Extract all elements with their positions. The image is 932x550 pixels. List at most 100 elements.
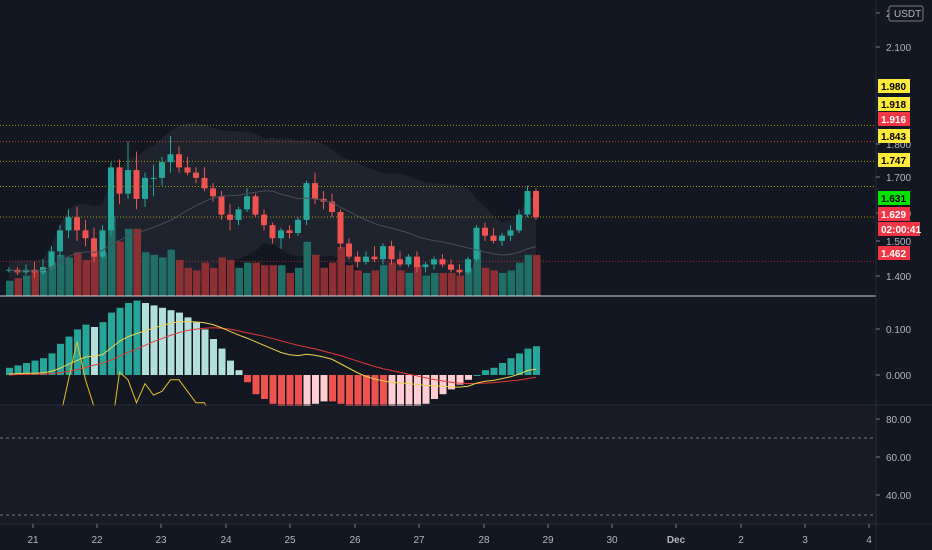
candle-body: [201, 177, 208, 189]
time-tick-label: 26: [349, 535, 361, 546]
price-level-label-bg: [878, 191, 910, 205]
macd-histogram-bar: [465, 375, 472, 380]
macd-histogram-bar: [23, 363, 30, 375]
candle-body: [380, 246, 386, 260]
volume-bar: [286, 273, 294, 296]
time-tick-label: 24: [220, 535, 232, 546]
volume-bar: [524, 254, 532, 296]
volume-bar: [91, 252, 99, 296]
candle-body: [65, 217, 72, 231]
candle-body: [150, 177, 157, 179]
currency-badge: [888, 5, 924, 22]
candle-body: [371, 256, 378, 260]
volume-bar: [184, 267, 192, 296]
volume-bar: [448, 273, 456, 296]
price-level-label: 1.631: [881, 194, 906, 205]
volume-bar: [108, 216, 116, 296]
volume-bar: [23, 275, 31, 296]
macd-histogram-bar: [490, 367, 498, 375]
macd-histogram-bar: [176, 312, 183, 375]
volume-bar: [465, 267, 473, 296]
price-level-label-bg: [878, 222, 920, 236]
candle-body: [278, 230, 284, 239]
volume-bar: [405, 273, 413, 296]
price-tick-label: 1.400: [886, 272, 911, 283]
volume-bar: [125, 228, 133, 296]
macd-histogram-bar: [439, 375, 447, 395]
macd-histogram-bar: [295, 375, 302, 409]
macd-histogram-bar: [516, 353, 523, 375]
volume-bar: [176, 260, 184, 296]
candle-body: [507, 230, 514, 236]
candle-body: [533, 191, 539, 218]
price-level-label-bg: [878, 153, 910, 167]
macd-histogram-bar: [431, 375, 438, 399]
volume-bars: [6, 216, 541, 296]
candle-body: [312, 183, 318, 199]
volume-bar: [57, 254, 65, 296]
macd-histogram-bar: [252, 375, 260, 395]
price-level-label-bg: [878, 246, 910, 260]
time-tick-label: 3: [802, 535, 808, 546]
volume-bar: [261, 265, 269, 296]
price-level-label-bg: [878, 207, 910, 221]
volume-bar: [414, 265, 422, 296]
candle-body: [439, 259, 446, 265]
volume-bar: [65, 257, 73, 296]
candle-body: [184, 167, 191, 173]
volume-bar: [320, 267, 328, 296]
candle-body: [269, 225, 276, 239]
candle-body: [414, 256, 420, 268]
price-tick-label: 2.100: [886, 43, 911, 54]
macd-histogram-bar: [48, 353, 56, 375]
volume-bar: [48, 262, 56, 296]
price-tick-label: 1.700: [886, 173, 911, 184]
time-tick-label: 21: [27, 535, 39, 546]
macd-histogram-bar: [227, 360, 234, 375]
volume-bar: [354, 270, 362, 296]
macd-histogram-bar: [108, 312, 115, 375]
macd-histogram-bar: [278, 375, 285, 407]
candle-body: [405, 256, 412, 265]
macd-histogram-bar: [473, 375, 481, 376]
volume-bar: [473, 249, 481, 296]
candle-body: [303, 183, 310, 220]
price-level-label-bg: [878, 79, 910, 93]
candle-body: [99, 230, 106, 257]
rsi-tick-label: 80.00: [886, 415, 911, 426]
volume-bar: [82, 260, 90, 296]
time-tick-label: 4: [866, 535, 872, 546]
time-tick-label: 23: [155, 535, 167, 546]
candle-body: [363, 256, 369, 262]
macd-histogram-bar: [422, 375, 430, 404]
candle-body: [227, 214, 233, 220]
time-tick-label: 30: [606, 535, 618, 546]
macd-histogram-bar: [142, 303, 149, 375]
time-tick-label: Dec: [667, 535, 686, 546]
macd-histogram-bar: [74, 329, 81, 375]
macd-histogram-bar: [150, 305, 158, 375]
price-level-label: 1.747: [881, 156, 906, 167]
volume-bar: [490, 270, 498, 296]
macd-histogram-bar: [337, 375, 345, 404]
candle-body: [354, 256, 361, 262]
macd-histogram-bar: [6, 367, 13, 375]
macd-histogram-bar: [507, 358, 515, 375]
currency-label: USDT: [894, 9, 921, 20]
candle-body: [337, 212, 344, 244]
volume-bar: [380, 265, 388, 296]
rsi-tick-label: 40.00: [886, 491, 911, 502]
macd-histogram-bar: [14, 365, 22, 375]
price-level-label: 1.462: [881, 249, 906, 260]
volume-bar: [507, 270, 515, 296]
macd-histogram-bar: [371, 375, 379, 419]
candle-body: [159, 162, 165, 178]
volume-bar: [133, 228, 141, 296]
volume-bar: [346, 265, 354, 296]
volume-bar: [456, 275, 464, 296]
macd-histogram-bar: [354, 375, 362, 414]
macd-histogram-bar: [210, 339, 217, 375]
price-level-label: 02:00:41: [881, 225, 921, 236]
volume-bar: [371, 270, 379, 296]
